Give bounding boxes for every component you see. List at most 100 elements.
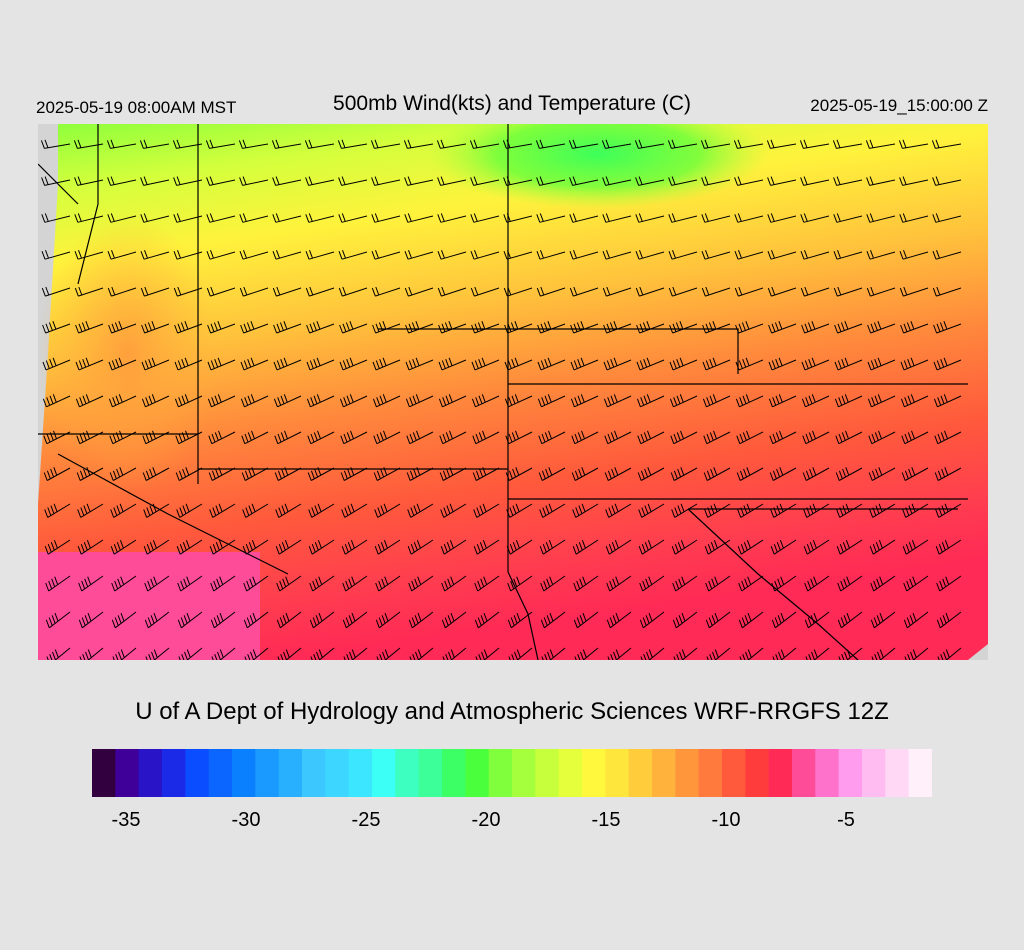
wind-barb — [409, 647, 434, 660]
cold-core-region — [428, 124, 768, 209]
wind-barb — [507, 611, 533, 629]
map-title: 500mb Wind(kts) and Temperature (C) — [333, 92, 691, 115]
wind-barb — [838, 647, 863, 660]
colorbar-swatch — [442, 749, 466, 797]
wind-barb — [568, 139, 599, 149]
wind-barb — [144, 575, 170, 592]
wind-barb — [701, 250, 731, 260]
wind-barb — [900, 394, 929, 408]
colorbar-labels: -35 -30 -25 -20 -15 -10 -5 — [0, 809, 1024, 839]
wind-barb — [605, 503, 632, 518]
wind-barb — [306, 394, 335, 408]
wind-barb — [370, 139, 401, 149]
wind-barb — [338, 250, 368, 260]
wind-barb — [604, 467, 632, 481]
state-borders — [38, 124, 968, 660]
wind-barb — [640, 647, 665, 660]
wind-barb — [538, 430, 566, 445]
wind-barb — [769, 467, 797, 481]
wind-barb — [41, 286, 71, 297]
colorbar-swatch — [652, 749, 676, 797]
wind-barb — [867, 357, 896, 371]
wind-barb — [108, 357, 137, 371]
wind-barb — [738, 575, 764, 592]
wind-barb — [177, 611, 203, 629]
wind-barb — [669, 357, 698, 371]
wind-barb — [74, 286, 104, 297]
colorbar-swatch — [348, 749, 373, 797]
wind-barb — [805, 647, 830, 660]
wind-barb — [540, 575, 566, 592]
wind-barb — [271, 139, 302, 149]
wind-barb — [607, 647, 632, 660]
wind-barb — [637, 430, 665, 445]
wind-barb — [639, 575, 665, 592]
colorbar-swatch — [255, 749, 280, 797]
wind-barb — [541, 647, 566, 660]
wind-barb — [637, 467, 665, 481]
wind-barb — [539, 503, 566, 518]
wind-barb — [208, 430, 236, 445]
wind-barb — [407, 503, 434, 518]
wind-barb — [702, 394, 731, 408]
wind-barb — [834, 357, 863, 371]
wind-barb — [107, 286, 137, 297]
wind-barb — [403, 139, 434, 149]
colorbar-tick-label: -10 — [711, 809, 741, 831]
wind-barb — [474, 575, 500, 592]
wind-barb — [537, 357, 566, 371]
weather-map — [38, 124, 988, 660]
wind-barb — [800, 213, 830, 223]
wind-barb — [936, 575, 962, 592]
wind-barb — [803, 503, 830, 518]
wind-barb — [932, 286, 962, 297]
wind-barb — [901, 430, 929, 445]
wind-barb — [340, 430, 368, 445]
wind-barb — [866, 176, 896, 186]
wind-barb — [540, 611, 566, 629]
wind-barb — [834, 321, 863, 334]
wind-barb — [472, 430, 500, 445]
wind-barb — [46, 647, 71, 660]
wind-barb — [142, 430, 170, 445]
wind-barb — [405, 357, 434, 371]
wind-barb — [441, 575, 467, 592]
wind-barb — [404, 250, 434, 260]
wind-barb — [239, 213, 269, 223]
wind-barb — [668, 213, 698, 223]
wind-barb — [144, 611, 170, 629]
wind-barb — [767, 250, 797, 260]
wind-barb — [74, 250, 104, 260]
wind-barb — [238, 139, 269, 149]
wind-barb — [801, 321, 830, 334]
wind-barb — [74, 176, 104, 186]
wind-barb — [437, 213, 467, 223]
wind-barb — [470, 176, 500, 186]
wind-barb — [771, 611, 797, 629]
wind-barb — [371, 213, 401, 223]
wind-barb — [342, 611, 368, 629]
wind-barb — [535, 139, 566, 149]
wind-barb — [772, 647, 797, 660]
wind-barb — [703, 430, 731, 445]
wind-barb — [904, 647, 929, 660]
wind-barb — [44, 539, 71, 555]
colorbar-swatch — [605, 749, 630, 797]
wind-barb — [406, 430, 434, 445]
wind-barb — [338, 213, 368, 223]
wind-barb — [700, 139, 731, 149]
wind-barb — [373, 467, 401, 481]
colorbar-swatch — [278, 749, 303, 797]
wind-barb — [768, 357, 797, 371]
wind-barb — [539, 539, 566, 555]
wind-barb — [439, 430, 467, 445]
wind-barb — [272, 286, 302, 297]
colorbar-swatch — [838, 749, 863, 797]
wind-barb — [273, 321, 302, 334]
wind-barb — [175, 467, 203, 481]
wind-barb — [932, 176, 962, 186]
wind-barb — [143, 503, 170, 518]
wind-barb — [736, 430, 764, 445]
wind-barb — [438, 357, 467, 371]
wind-barb — [470, 250, 500, 260]
